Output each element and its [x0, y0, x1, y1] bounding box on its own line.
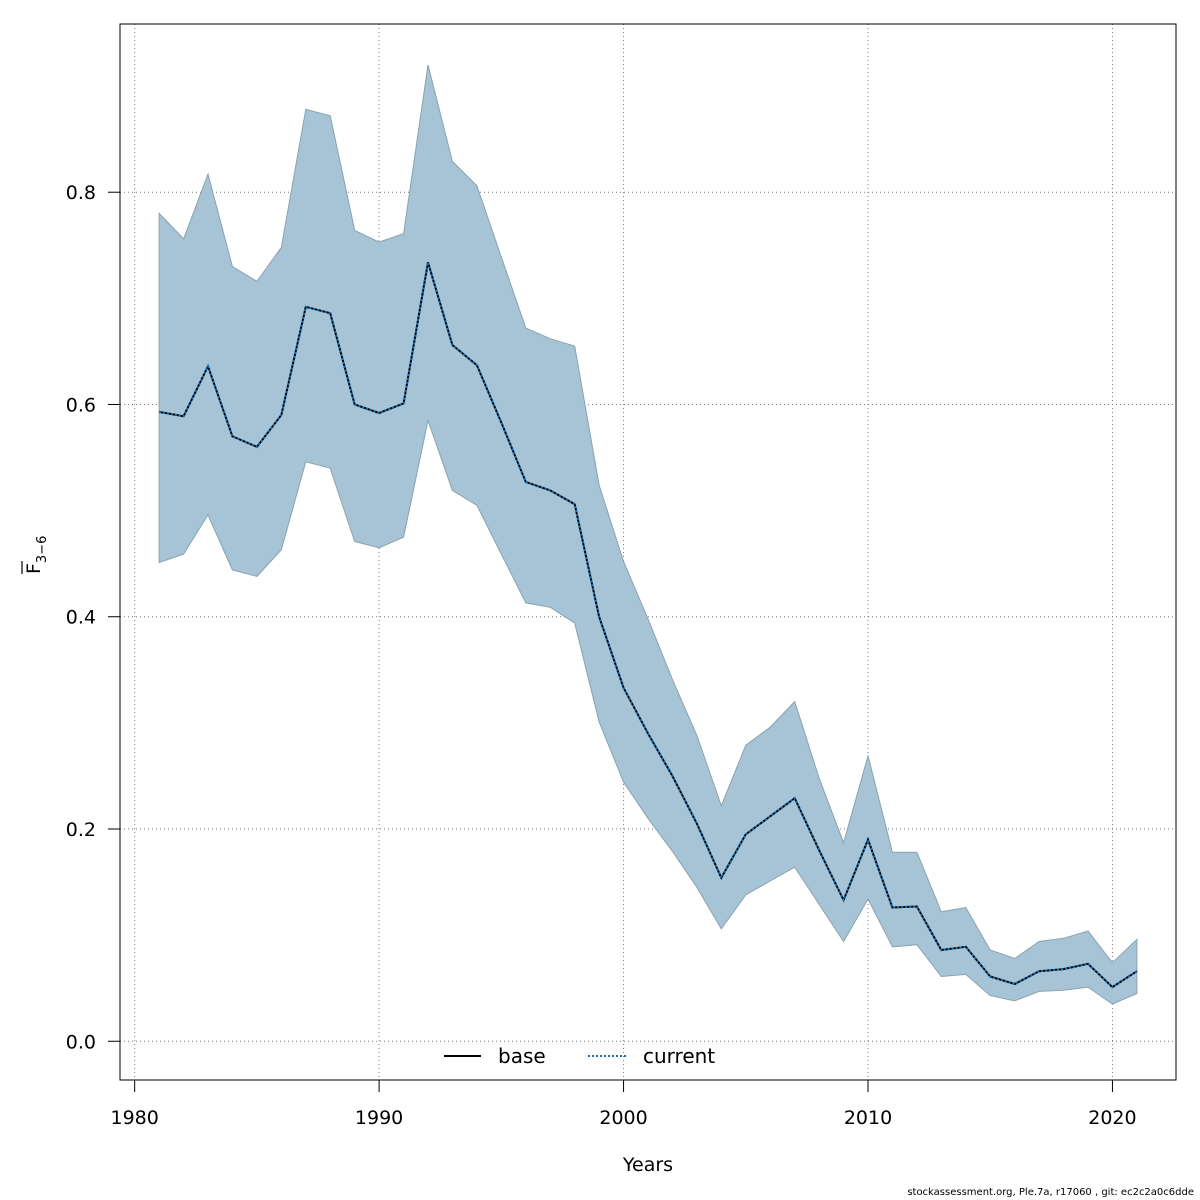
confidence-band: [158, 64, 1138, 1005]
x-tick-label: 2010: [844, 1107, 892, 1129]
y-axis-title: F3−6: [21, 536, 50, 574]
y-tick-label: 0.6: [66, 394, 96, 416]
grid-lines: [120, 24, 1176, 1080]
x-axis-title: Years: [622, 1154, 673, 1176]
y-axis: 0.0 0.2 0.4 0.6 0.8: [66, 182, 121, 1053]
x-tick-label: 2020: [1088, 1107, 1136, 1129]
series-lines: [158, 262, 1138, 989]
y-axis-title-sub: 3−6: [35, 536, 50, 563]
legend: base current: [444, 1044, 715, 1068]
footer-source: stockassessment.org, Ple.7a, r17060 , gi…: [907, 1187, 1194, 1198]
x-axis: 1980 1990 2000 2010 2020: [110, 1079, 1137, 1129]
confidence-band-layer: [158, 64, 1138, 1005]
x-tick-label: 2000: [599, 1107, 647, 1129]
legend-current-label: current: [643, 1044, 715, 1068]
y-tick-label: 0.2: [66, 819, 96, 841]
svg-text:F3−6: F3−6: [23, 536, 50, 574]
x-tick-label: 1980: [110, 1107, 158, 1129]
y-tick-label: 0.4: [66, 607, 96, 629]
x-tick-label: 1990: [355, 1107, 403, 1129]
y-tick-label: 0.8: [66, 182, 96, 204]
series-line-current: [158, 262, 1138, 989]
y-axis-title-main: F: [23, 563, 45, 574]
legend-base-label: base: [498, 1044, 546, 1068]
y-tick-label: 0.0: [66, 1031, 96, 1053]
